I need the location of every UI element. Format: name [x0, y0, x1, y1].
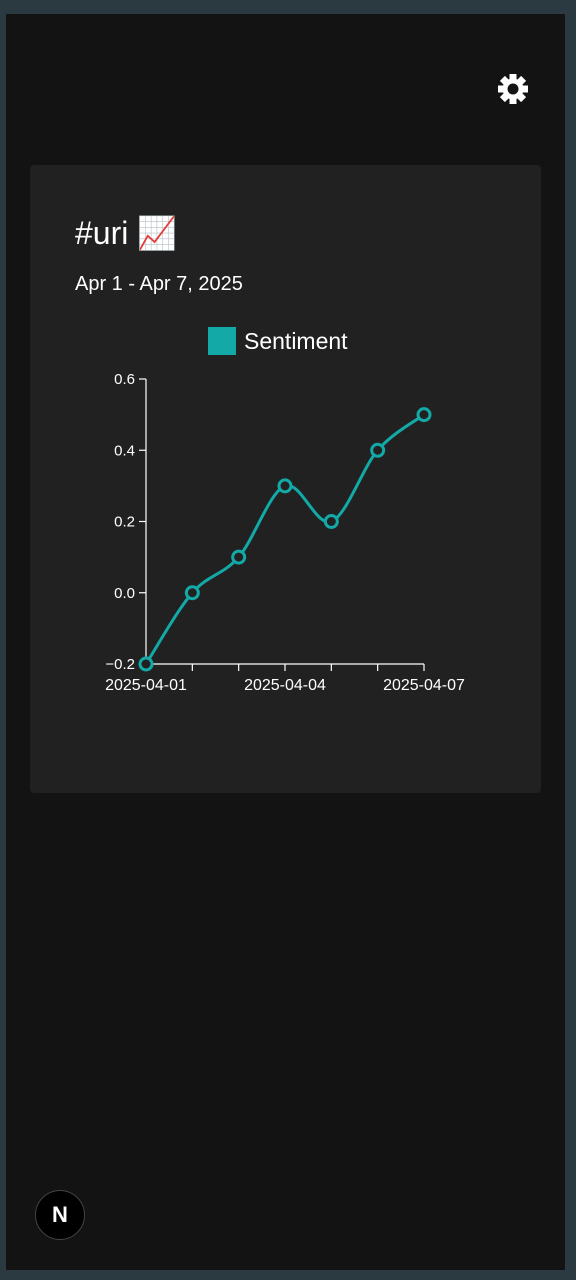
chart-legend: Sentiment [208, 327, 348, 355]
nextjs-logo-letter: N [52, 1202, 68, 1227]
data-point [277, 478, 293, 494]
x-tick-label: 2025-04-07 [383, 677, 465, 694]
app-shell: #uri 📈 Apr 1 - Apr 7, 2025 Sentiment 0.6… [6, 14, 565, 1270]
chart-increasing-emoji: 📈 [137, 215, 178, 251]
data-point [138, 656, 154, 672]
date-range: Apr 1 - Apr 7, 2025 [75, 273, 243, 295]
nextjs-badge-button[interactable]: N [35, 1190, 85, 1240]
theme-toggle-button[interactable] [494, 70, 532, 108]
sentiment-line-chart: 0.6 0.4 0.2 0.0 −0.2 2025-04-01 2025-04-04 2025… [105, 371, 465, 694]
x-tick-label: 2025-04-04 [244, 677, 326, 694]
sun-icon [498, 74, 528, 104]
y-tick-label: 0.6 [114, 371, 135, 388]
y-tick-label: 0.4 [114, 442, 135, 459]
card-title: #uri 📈 [75, 211, 177, 255]
legend-swatch [208, 327, 236, 355]
data-point [416, 407, 432, 423]
data-point [184, 585, 200, 601]
chart-card: #uri 📈 Apr 1 - Apr 7, 2025 Sentiment 0.6… [30, 165, 541, 793]
x-tick-label: 2025-04-01 [105, 677, 187, 694]
data-point [231, 549, 247, 565]
legend-label: Sentiment [244, 328, 348, 354]
card-title-text: #uri [75, 215, 129, 251]
y-tick-label: 0.2 [114, 514, 135, 531]
data-point [323, 514, 339, 529]
y-tick-label: 0.0 [114, 585, 135, 602]
y-tick-label: −0.2 [105, 656, 135, 673]
data-point [370, 442, 386, 458]
